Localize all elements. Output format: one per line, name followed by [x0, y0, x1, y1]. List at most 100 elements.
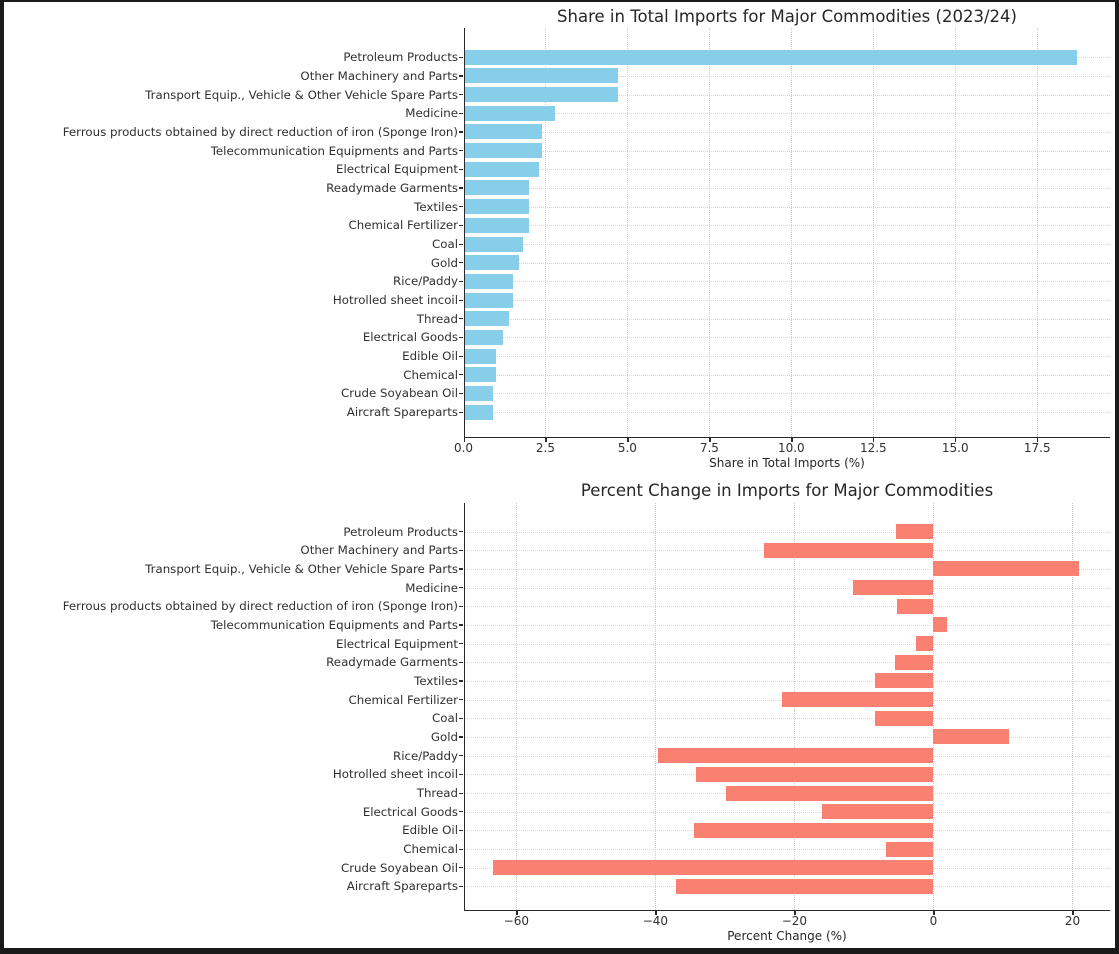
y-tick-mark	[459, 531, 463, 533]
gridline-vertical	[791, 28, 793, 437]
gridline-horizontal	[463, 568, 1110, 570]
bar	[463, 367, 497, 383]
gridline-horizontal	[463, 131, 1110, 133]
bar	[763, 542, 934, 558]
gridline-horizontal	[463, 624, 1110, 626]
gridline-horizontal	[463, 206, 1110, 208]
gridline-vertical	[516, 503, 518, 910]
y-tick-mark	[459, 643, 463, 645]
gridline-horizontal	[463, 169, 1110, 171]
y-tick-mark	[459, 94, 463, 96]
bar	[463, 329, 503, 345]
y-tick-mark	[459, 867, 463, 869]
bar	[463, 311, 510, 327]
bar	[875, 673, 934, 689]
y-category-label: Crude Soyabean Oil	[340, 386, 458, 401]
x-tick-mark	[1072, 911, 1074, 915]
gridline-horizontal	[463, 150, 1110, 152]
y-category-label: Coal	[432, 711, 458, 726]
x-tick-label: 7.5	[699, 441, 719, 455]
y-tick-mark	[459, 661, 463, 663]
bar	[676, 878, 934, 894]
y-tick-mark	[459, 773, 463, 776]
y-tick-mark	[459, 829, 463, 832]
gridline-horizontal	[463, 680, 1110, 682]
y-category-label: Aircraft Spareparts	[346, 405, 458, 420]
x-tick-label: −20	[781, 914, 808, 928]
y-tick-mark	[459, 605, 463, 607]
chart-title: Percent Change in Imports for Major Comm…	[580, 481, 994, 500]
y-tick-mark	[459, 168, 463, 170]
bar	[463, 255, 520, 271]
x-tick-label: 5.0	[617, 441, 637, 455]
bar	[463, 199, 530, 215]
y-category-label: Rice/Paddy	[393, 748, 458, 763]
x-tick-mark	[794, 911, 796, 915]
y-category-label: Petroleum Products	[343, 524, 458, 539]
gridline-horizontal	[463, 849, 1110, 851]
x-tick-label: 17.5	[1023, 441, 1051, 455]
y-tick-mark	[459, 355, 463, 357]
y-category-label: Thread	[416, 786, 458, 801]
x-tick-label: 0	[929, 914, 938, 928]
gridline-horizontal	[463, 75, 1110, 77]
y-category-label: Gold	[430, 729, 458, 744]
gridline-vertical	[873, 28, 875, 437]
x-axis-spine	[463, 910, 1110, 912]
x-tick-mark	[627, 438, 629, 442]
x-tick-label: 15.0	[941, 441, 969, 455]
gridline-horizontal	[463, 262, 1110, 264]
y-tick-mark	[459, 56, 463, 58]
y-category-label: Chemical	[403, 842, 458, 857]
x-tick-label: 0.0	[453, 441, 474, 455]
bar	[463, 292, 513, 308]
bar	[463, 49, 1077, 65]
gridline-horizontal	[463, 113, 1110, 115]
y-tick-mark	[459, 848, 463, 850]
bar	[463, 404, 493, 420]
y-axis-spine	[463, 28, 465, 437]
gridline-vertical	[545, 28, 547, 437]
y-category-label: Crude Soyabean Oil	[340, 860, 458, 875]
bar	[463, 217, 530, 233]
gridline-horizontal	[463, 531, 1110, 533]
gridline-horizontal	[463, 244, 1110, 245]
y-category-label: Telecommunication Equipments and Parts	[210, 617, 458, 632]
bar	[895, 524, 934, 539]
y-tick-mark	[459, 736, 463, 738]
bar	[875, 710, 934, 726]
x-tick-mark	[545, 438, 547, 442]
y-category-label: Ferrous products obtained by direct redu…	[62, 599, 458, 614]
bar	[781, 692, 934, 708]
bar	[463, 87, 618, 103]
y-tick-mark	[459, 411, 463, 413]
bar	[916, 636, 934, 652]
bar	[463, 180, 530, 196]
y-category-label: Rice/Paddy	[393, 274, 458, 289]
y-tick-mark	[459, 187, 463, 189]
y-tick-mark	[459, 755, 463, 757]
gridline-horizontal	[463, 281, 1110, 283]
x-tick-label: 12.5	[859, 441, 887, 455]
y-tick-mark	[459, 262, 463, 264]
y-category-label: Medicine	[405, 580, 458, 595]
y-category-label: Electrical Equipment	[335, 636, 458, 651]
gridline-horizontal	[463, 337, 1110, 339]
y-category-label: Transport Equip., Vehicle & Other Vehicl…	[145, 561, 458, 576]
bar	[896, 598, 934, 614]
y-category-label: Readymade Garments	[326, 180, 458, 195]
gridline-horizontal	[463, 718, 1110, 720]
gridline-vertical	[1072, 503, 1074, 910]
y-tick-mark	[459, 568, 463, 570]
gridline-vertical	[627, 28, 629, 437]
gridline-vertical	[955, 28, 957, 437]
y-tick-mark	[459, 280, 463, 283]
gridline-horizontal	[463, 356, 1110, 358]
x-tick-label: 2.5	[535, 441, 555, 455]
y-tick-mark	[459, 549, 463, 551]
bar	[493, 860, 934, 876]
bar	[463, 143, 543, 159]
